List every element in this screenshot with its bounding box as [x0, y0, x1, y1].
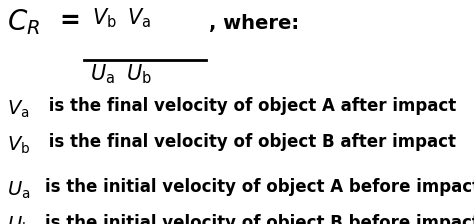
Text: is the initial velocity of object A before impact: is the initial velocity of object A befo… [45, 178, 474, 196]
Text: $\boldsymbol{=}$: $\boldsymbol{=}$ [55, 6, 80, 30]
Text: $\mathit{U}_{\mathrm{b}}$: $\mathit{U}_{\mathrm{b}}$ [7, 215, 31, 224]
Text: $\boldsymbol{\mathit{C}}_R$: $\boldsymbol{\mathit{C}}_R$ [7, 7, 40, 37]
Text: is the final velocity of object A after impact: is the final velocity of object A after … [43, 97, 456, 115]
Text: is the initial velocity of object B before impact: is the initial velocity of object B befo… [45, 214, 474, 224]
Text: $\mathit{V}_{\mathrm{a}}$: $\mathit{V}_{\mathrm{a}}$ [7, 99, 29, 120]
Text: $\mathit{U}_{\mathrm{a}}\;\;\mathit{U}_{\mathrm{b}}$: $\mathit{U}_{\mathrm{a}}\;\;\mathit{U}_{… [90, 63, 152, 86]
Text: is the final velocity of object B after impact: is the final velocity of object B after … [43, 133, 456, 151]
Text: $\mathit{V}_{\mathrm{b}}$: $\mathit{V}_{\mathrm{b}}$ [7, 134, 30, 156]
Text: $\mathit{V}_{\mathrm{b}}\;\;\mathit{V}_{\mathrm{a}}$: $\mathit{V}_{\mathrm{b}}\;\;\mathit{V}_{… [92, 7, 152, 30]
Text: , where:: , where: [209, 14, 299, 33]
Text: $\mathit{U}_{\mathrm{a}}$: $\mathit{U}_{\mathrm{a}}$ [7, 179, 30, 200]
